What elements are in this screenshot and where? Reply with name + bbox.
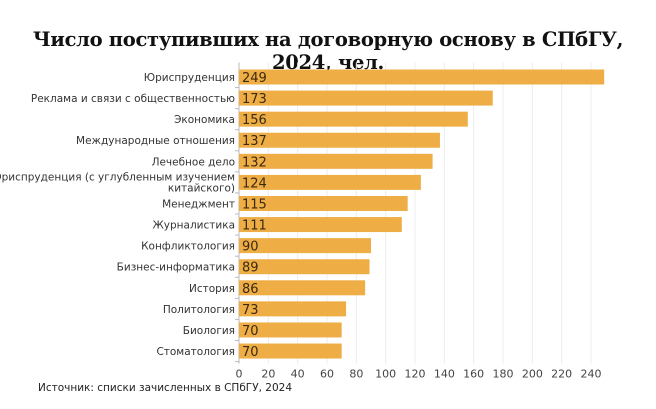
bar (239, 153, 433, 169)
data-label: 111 (242, 219, 267, 234)
category-label: Лечебное дело (152, 156, 235, 168)
x-tick-label: 100 (375, 368, 396, 381)
x-tick-label: 140 (434, 368, 455, 381)
bar (239, 111, 468, 127)
category-label: Юриспруденция (144, 72, 235, 84)
data-label: 137 (242, 134, 267, 149)
bar (239, 195, 408, 211)
x-tick-label: 120 (405, 368, 426, 381)
category-label: китайского) (168, 182, 235, 194)
x-tick-label: 0 (236, 368, 243, 381)
bar (239, 132, 440, 148)
bar (239, 280, 366, 296)
x-tick-label: 60 (320, 368, 334, 381)
category-label: Биология (183, 325, 235, 337)
data-label: 70 (242, 324, 259, 339)
category-label: Международные отношения (76, 135, 235, 147)
bar (239, 301, 347, 317)
data-label: 89 (242, 261, 259, 276)
category-label: Бизнес-информатика (117, 262, 235, 274)
data-label: 173 (242, 92, 267, 107)
bar (239, 90, 493, 106)
bar (239, 174, 421, 190)
category-label: Политология (163, 304, 235, 316)
data-label: 132 (242, 155, 267, 170)
data-label: 90 (242, 240, 259, 255)
x-tick-label: 180 (493, 368, 514, 381)
data-label: 249 (242, 71, 267, 86)
category-label: Юриспруденция (с углубленным изучением (0, 171, 235, 183)
x-tick-label: 160 (463, 368, 484, 381)
category-label: Менеджмент (162, 198, 235, 210)
category-label: Стоматология (156, 346, 235, 358)
x-tick-label: 80 (349, 368, 363, 381)
x-tick-label: 240 (581, 368, 602, 381)
bar (239, 343, 342, 359)
source-note: Источник: списки зачисленных в СПбГУ, 20… (38, 382, 293, 394)
bar (239, 259, 370, 275)
x-tick-label: 20 (261, 368, 275, 381)
category-label: Журналистика (152, 220, 235, 232)
bar (239, 69, 605, 85)
x-tick-label: 220 (551, 368, 572, 381)
data-label: 73 (242, 303, 259, 318)
data-label: 86 (242, 282, 259, 297)
data-label: 70 (242, 345, 259, 360)
x-tick-label: 40 (291, 368, 305, 381)
category-label: История (189, 283, 235, 295)
bar (239, 217, 402, 233)
data-label: 115 (242, 197, 267, 212)
category-label: Конфликтология (141, 241, 235, 253)
x-tick-label: 200 (522, 368, 543, 381)
bar (239, 238, 371, 254)
data-label: 124 (242, 176, 267, 191)
category-label: Экономика (174, 114, 235, 126)
category-label: Реклама и связи с общественностью (31, 93, 235, 105)
data-label: 156 (242, 113, 267, 128)
bar (239, 322, 342, 338)
